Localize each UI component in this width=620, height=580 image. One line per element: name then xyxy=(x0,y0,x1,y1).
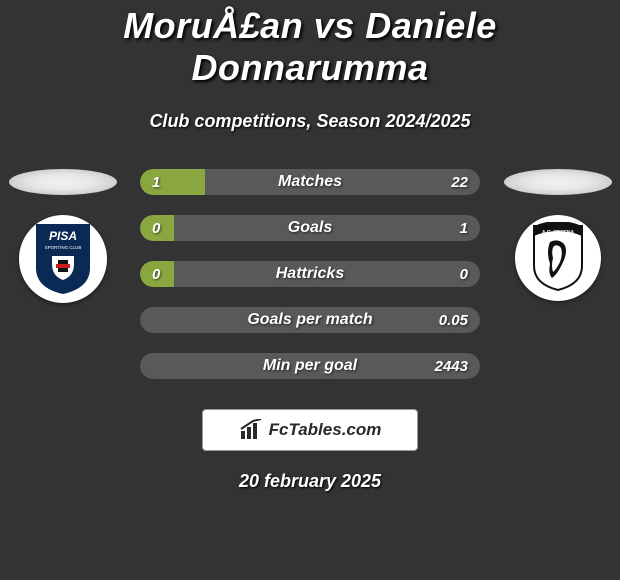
stat-left-value: 0 xyxy=(152,266,160,283)
svg-text:PISA: PISA xyxy=(48,229,76,243)
brand-logo-box: FcTables.com xyxy=(202,409,418,451)
cesena-badge-icon: A.C. CESENA xyxy=(528,222,588,294)
stat-left-value: 0 xyxy=(152,220,160,237)
stat-left-fill xyxy=(140,169,205,195)
stat-label: Goals xyxy=(288,219,332,237)
svg-text:SPORTING CLUB: SPORTING CLUB xyxy=(44,245,81,250)
stat-bar: Min per goal 2443 xyxy=(140,353,480,379)
stat-bar: 0 Hattricks 0 xyxy=(140,261,480,287)
player-silhouette-left xyxy=(9,169,117,195)
comparison-row: PISA SPORTING CLUB 1 Matches 22 0 Goals 1 0 Hat… xyxy=(0,169,620,379)
stat-label: Min per goal xyxy=(263,357,357,375)
stat-label: Matches xyxy=(278,173,342,191)
page-title: MoruÅ£an vs Daniele Donnarumma xyxy=(0,5,620,89)
stat-label: Hattricks xyxy=(276,265,344,283)
stat-right-value: 0.05 xyxy=(439,312,468,329)
stat-right-value: 2443 xyxy=(435,358,468,375)
player-silhouette-right xyxy=(504,169,612,195)
club-badge-left: PISA SPORTING CLUB xyxy=(19,215,107,303)
stat-right-value: 22 xyxy=(451,174,468,191)
stat-bar: 1 Matches 22 xyxy=(140,169,480,195)
stat-label: Goals per match xyxy=(247,311,372,329)
stat-bar: Goals per match 0.05 xyxy=(140,307,480,333)
date-line: 20 february 2025 xyxy=(0,471,620,492)
player-right-column: A.C. CESENA xyxy=(500,169,615,301)
subtitle: Club competitions, Season 2024/2025 xyxy=(0,111,620,132)
infographic-container: MoruÅ£an vs Daniele Donnarumma Club comp… xyxy=(0,0,620,492)
fctables-chart-icon xyxy=(239,419,265,441)
player-left-column: PISA SPORTING CLUB xyxy=(5,169,120,303)
pisa-badge-icon: PISA SPORTING CLUB xyxy=(32,222,94,296)
brand-text: FcTables.com xyxy=(269,420,382,440)
stat-left-value: 1 xyxy=(152,174,160,191)
stat-right-fill xyxy=(205,169,480,195)
stat-right-value: 1 xyxy=(460,220,468,237)
stat-bar: 0 Goals 1 xyxy=(140,215,480,241)
stats-column: 1 Matches 22 0 Goals 1 0 Hattricks 0 Goals per ma… xyxy=(140,169,480,379)
svg-text:A.C. CESENA: A.C. CESENA xyxy=(541,230,574,236)
stat-right-value: 0 xyxy=(460,266,468,283)
club-badge-right: A.C. CESENA xyxy=(515,215,601,301)
